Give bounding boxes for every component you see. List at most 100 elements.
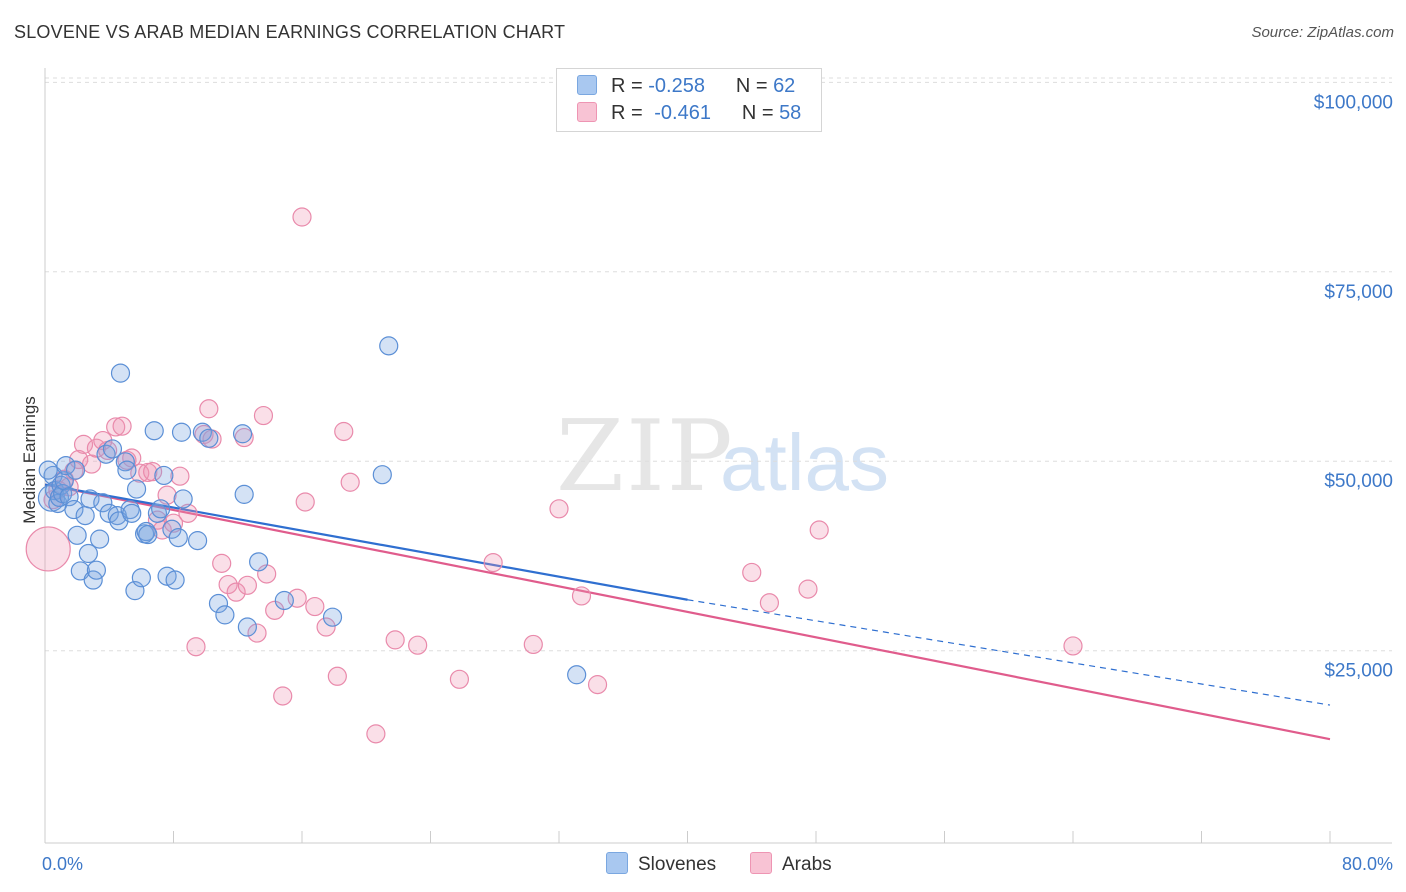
slovene-point [208, 593, 229, 614]
arab-point [327, 666, 347, 686]
slovene-point [165, 570, 185, 590]
x-tick-label: 80.0% [1342, 854, 1393, 874]
legend-swatch-slovenes [577, 75, 597, 95]
chart-title: SLOVENE VS ARAB MEDIAN EARNINGS CORRELAT… [14, 22, 566, 42]
arab-point [218, 574, 238, 595]
y-tick-label: $100,000 [1314, 92, 1393, 113]
arab-point [798, 579, 818, 599]
axes: 0.0% 80.0% [42, 68, 1393, 874]
arab-trend-line [44, 483, 1331, 741]
slovene-point [90, 529, 110, 549]
slovene-point [151, 499, 171, 519]
slovene-point [154, 465, 174, 486]
arab-point [186, 637, 206, 657]
slovene-point [234, 484, 254, 504]
slovene-point [64, 499, 84, 520]
slovene-point [199, 428, 219, 448]
arab-point [809, 520, 829, 540]
slovene-point [215, 605, 235, 625]
y-tick-label: $25,000 [1324, 661, 1393, 682]
x-tick-label: 0.0% [42, 854, 83, 874]
slovene-point [567, 665, 587, 685]
slovene-point [96, 444, 116, 464]
arab-point [199, 399, 219, 419]
slovene-point [372, 465, 392, 485]
slovene-point [138, 524, 158, 545]
bottom-legend-swatch-slovenes [606, 852, 628, 874]
slovene-point [232, 424, 253, 444]
slovene-point [274, 590, 294, 611]
legend-r-value: -0.461 [654, 102, 711, 124]
arab-point [237, 575, 257, 595]
y-tick-label: $50,000 [1324, 471, 1393, 492]
arab-point [1063, 636, 1083, 656]
arab-point [742, 562, 762, 583]
slovene-point [168, 527, 188, 548]
arab-point [25, 526, 71, 572]
slovene-trend-line [44, 483, 688, 601]
slovene-point [136, 521, 156, 542]
legend-n-label: N = [741, 102, 774, 124]
arab-point [247, 623, 267, 643]
slovene-point [75, 506, 95, 526]
slovene-point [80, 489, 100, 509]
slovene-point [59, 487, 79, 507]
legend-r-value: -0.258 [648, 75, 705, 97]
arab-point [295, 492, 315, 512]
arab-point [305, 596, 325, 617]
arab-point [253, 405, 274, 426]
bottom-legend-swatch-arabs [750, 852, 772, 874]
slovene-point [99, 503, 119, 523]
slovene-point [171, 422, 192, 442]
arab-point [143, 462, 163, 482]
arab-point [106, 417, 126, 437]
slovene-point [144, 421, 164, 441]
legend-n-value: 58 [779, 102, 802, 124]
arab-point [759, 593, 780, 613]
arab-point [483, 552, 503, 573]
legend-row-arabs: R = -0.461 N = 58 [577, 102, 801, 126]
slovene-point [93, 493, 113, 513]
arab-point [292, 207, 312, 227]
legend-row-slovenes: R = -0.258 N = 62 [577, 75, 795, 99]
arab-point [316, 617, 336, 637]
watermark: ZIP atlas [556, 400, 889, 514]
slovene-point [322, 607, 343, 627]
trend-lines [44, 483, 1331, 741]
watermark-zip: ZIP [556, 400, 735, 514]
y-axis-label: Median Earnings [20, 396, 39, 524]
arab-point [523, 634, 543, 655]
bottom-legend-label-slovenes: Slovenes [638, 854, 717, 875]
slovene-point [117, 460, 137, 480]
legend-r-label: R = [611, 75, 643, 97]
correlation-legend: R = -0.258 N = 62 R = -0.461 N = 58 [556, 68, 822, 132]
slovene-point [126, 479, 147, 499]
slovene-point [67, 525, 87, 545]
y-tick-label: $75,000 [1324, 282, 1393, 303]
legend-n-label: N = [735, 75, 768, 97]
slovene-point [173, 489, 193, 509]
arab-point [273, 686, 293, 706]
arab-point [385, 630, 405, 650]
arab-point [212, 553, 232, 573]
arab-point [571, 586, 592, 606]
slovene-point [187, 531, 208, 551]
arab-point [408, 635, 428, 655]
arab-point [170, 466, 190, 486]
legend-n-value: 62 [773, 75, 796, 97]
bottom-legend-label-arabs: Arabs [782, 854, 832, 875]
arab-point [449, 669, 470, 689]
slovene-point [38, 460, 58, 480]
bottom-legend-slovenes: Slovenes [606, 852, 716, 876]
legend-swatch-arabs [577, 102, 597, 122]
arab-point [587, 675, 608, 695]
slovene-point [78, 543, 98, 564]
slovene-point [86, 560, 107, 580]
slovene-point [102, 439, 123, 459]
arab-point [334, 421, 354, 442]
slovene-trend-extension [687, 599, 1331, 706]
arab-point [112, 416, 132, 436]
slovene-point [379, 336, 399, 356]
arab-point [340, 472, 360, 492]
